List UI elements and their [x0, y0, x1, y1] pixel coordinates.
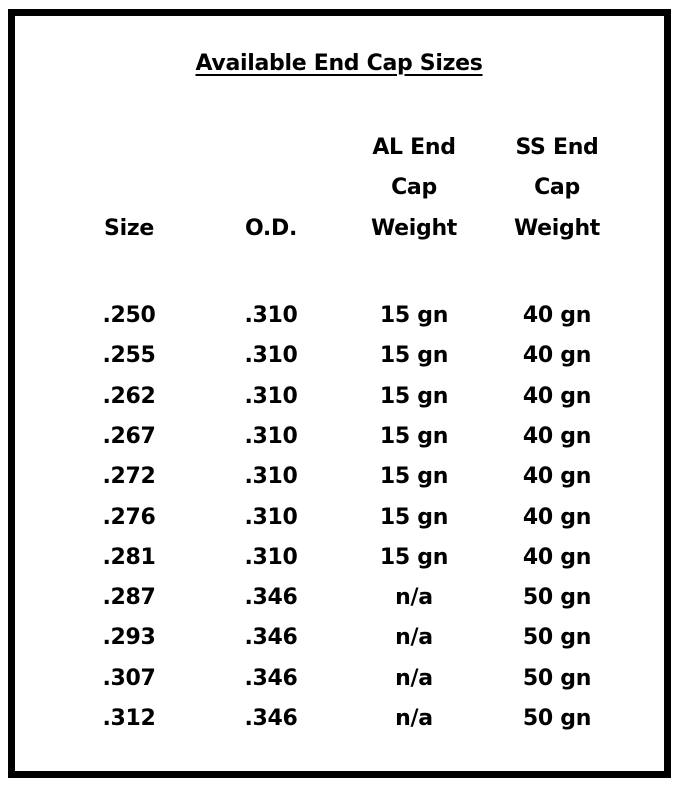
table-cell: .287 [102, 585, 156, 611]
table-cell: .267 [102, 423, 156, 449]
table-cell: .293 [102, 625, 156, 651]
table-cell: 15 gn [379, 343, 449, 369]
column-header-line: AL End [372, 134, 456, 160]
table-cell: n/a [395, 585, 433, 611]
column-header-line: Size [104, 215, 154, 241]
table-cell: .346 [244, 665, 298, 691]
table-cell: 40 gn [522, 464, 592, 490]
table-cell: .346 [244, 585, 298, 611]
table-cell: n/a [395, 625, 433, 651]
table-cell: 15 gn [379, 423, 449, 449]
table-cell: 15 gn [379, 303, 449, 328]
table-cell: .310 [244, 303, 298, 328]
table-cell: 40 gn [522, 544, 592, 570]
table-cell: 50 gn [522, 665, 592, 691]
table-cell: n/a [395, 665, 433, 691]
table-cell: 40 gn [522, 383, 592, 409]
column-header: O.D. [191, 127, 351, 249]
table-cell: .346 [244, 625, 298, 651]
table-cell: 15 gn [379, 544, 449, 570]
table-cell: .307 [102, 665, 156, 691]
table-cell: 40 gn [522, 303, 592, 328]
column-header-line: Cap [534, 175, 580, 200]
table-cell: 15 gn [379, 464, 449, 490]
table-cell: .310 [244, 464, 298, 490]
table-cell: .312 [102, 706, 156, 731]
table-cell: .255 [102, 343, 156, 369]
table-cell: 50 gn [522, 706, 592, 731]
table-cell: .310 [244, 383, 298, 409]
column-header: AL End Cap Weight [334, 127, 494, 249]
table-cell: .281 [102, 544, 156, 570]
table-cell: .276 [102, 504, 156, 530]
column-header-line: O.D. [245, 215, 297, 241]
table-cell: 50 gn [522, 625, 592, 651]
column-header-line: SS End [515, 134, 599, 160]
table-cell: .310 [244, 504, 298, 530]
table-cell: 40 gn [522, 504, 592, 530]
table-cell: 40 gn [522, 423, 592, 449]
column-header-line: Weight [370, 215, 458, 241]
table-cell: 50 gn [522, 585, 592, 611]
table-cell: .310 [244, 544, 298, 570]
table-cell: .346 [244, 706, 298, 731]
table-cell: n/a [395, 706, 433, 731]
column-header: SS End Cap Weight [477, 127, 637, 249]
table-border [8, 9, 671, 778]
table-cell: 15 gn [379, 383, 449, 409]
table-cell: .272 [102, 464, 156, 490]
table-cell: .262 [102, 383, 156, 409]
table-cell: .310 [244, 343, 298, 369]
table-cell: .310 [244, 423, 298, 449]
column-header: Size [49, 127, 209, 249]
table-cell: 40 gn [522, 343, 592, 369]
table-cell: 15 gn [379, 504, 449, 530]
column-header-line: Cap [391, 175, 437, 200]
table-cell: .250 [102, 303, 156, 328]
page-title: Available End Cap Sizes [195, 51, 483, 76]
column-header-line: Weight [513, 215, 601, 241]
